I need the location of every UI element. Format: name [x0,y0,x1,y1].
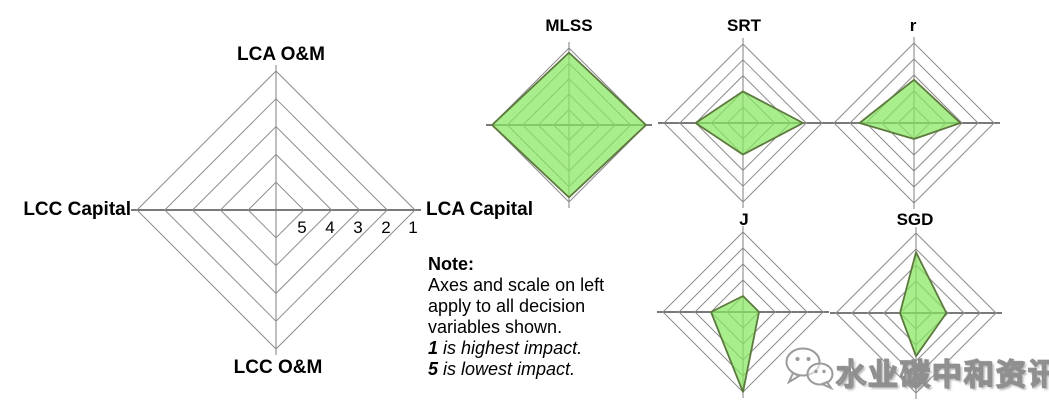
radar-polygon-SGD [899,251,948,358]
axis-label-lcc-capital: LCC Capital [23,199,131,220]
radar-ring-4 [164,98,388,322]
radar-chart-j [657,226,829,398]
impact-text-1: is highest impact. [438,338,583,358]
radar-ring-4 [849,58,979,188]
note-line-2: apply to all decision [428,296,586,316]
radar-ring-3 [867,264,965,362]
impact-text-5: is lowest impact. [438,359,576,379]
radar-ring-4 [679,59,807,187]
note-impact-line-1: 1 is highest impact. [428,338,604,359]
note-impact-line-5: 5 is lowest impact. [428,359,604,380]
scale-tick-4: 4 [325,218,335,237]
impact-num-1: 1 [428,338,439,358]
chart-title-srt: SRT [727,16,761,35]
axis-label-lca-capital: LCA Capital [426,199,533,220]
radar-ring-5 [491,47,647,203]
radar-chart-mlss [486,42,652,208]
axis-label-lcc-om: LCC O&M [233,357,323,378]
radar-polygon-J [710,295,760,393]
chart-title-mlss: MLSS [545,16,593,35]
radar-ring-2 [219,153,333,267]
radar-ring-5 [663,43,823,203]
note-heading: Note: [428,254,474,274]
note-block: Note: Axes and scale on left apply to al… [428,254,604,380]
radar-chart-srt [658,38,828,208]
watermark-text: 水业碳中和资讯 [835,358,1049,392]
axis-label-lca-om: LCA O&M [237,44,325,65]
note-line-3: variables shown. [428,317,563,337]
wechat-logo-icon [785,347,834,390]
radar-polygon-MLSS [491,51,647,199]
radar-ring-5 [833,42,995,204]
radar-ring-3 [191,125,361,295]
radar-ring-5 [136,70,416,350]
radar-chart-legend [131,65,421,355]
radar-chart-r [828,37,1000,209]
chart-title-j: J [739,210,749,229]
radar-ring-5 [835,232,997,394]
radar-polygon-SRT [694,90,804,156]
chart-title-r: r [909,16,917,35]
scale-tick-2: 2 [381,218,391,237]
radar-polygon-r [858,78,962,140]
radar-ring-4 [851,248,981,378]
scale-tick-3: 3 [353,218,363,237]
radar-chart-sgd [830,227,1002,399]
radar-ring-1 [247,181,305,239]
chart-title-sgd: SGD [896,210,934,229]
scale-tick-1: 1 [408,218,418,237]
scale-tick-5: 5 [297,218,307,237]
impact-num-5: 5 [428,359,439,379]
note-line-1: Axes and scale on left [428,275,605,295]
